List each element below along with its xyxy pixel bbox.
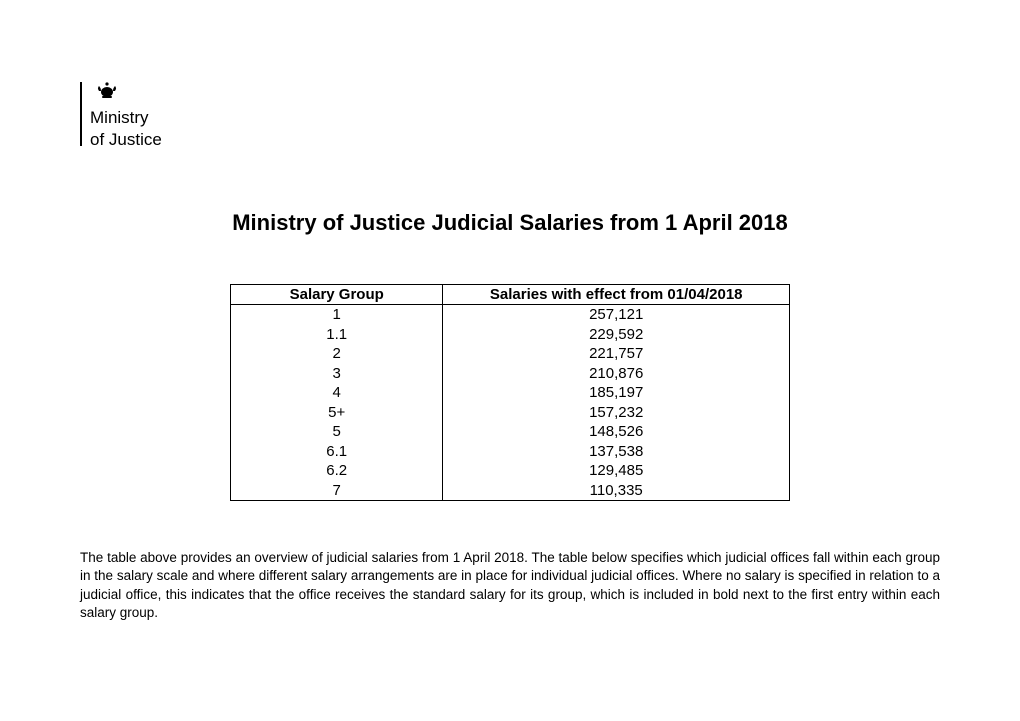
ministry-logo: Ministry of Justice bbox=[80, 80, 940, 150]
column-header-group: Salary Group bbox=[231, 284, 443, 305]
logo-divider bbox=[80, 82, 82, 146]
logo-line2: of Justice bbox=[90, 129, 162, 150]
royal-crest-icon bbox=[94, 80, 162, 105]
column-header-salary: Salaries with effect from 01/04/2018 bbox=[443, 284, 790, 305]
cell-salary-amount: 221,757 bbox=[443, 344, 790, 364]
table-row: 7110,335 bbox=[231, 481, 790, 501]
cell-salary-amount: 148,526 bbox=[443, 422, 790, 442]
cell-salary-amount: 129,485 bbox=[443, 461, 790, 481]
table-row: 5+157,232 bbox=[231, 403, 790, 423]
table-row: 6.1137,538 bbox=[231, 442, 790, 462]
table-row: 3210,876 bbox=[231, 364, 790, 384]
cell-salary-amount: 210,876 bbox=[443, 364, 790, 384]
cell-salary-group: 6.1 bbox=[231, 442, 443, 462]
table-body: 1257,1211.1229,5922221,7573210,8764185,1… bbox=[231, 305, 790, 501]
cell-salary-amount: 257,121 bbox=[443, 305, 790, 325]
cell-salary-amount: 110,335 bbox=[443, 481, 790, 501]
logo-text-block: Ministry of Justice bbox=[90, 80, 162, 150]
explanatory-note: The table above provides an overview of … bbox=[80, 549, 940, 622]
table-row: 5148,526 bbox=[231, 422, 790, 442]
table-row: 1257,121 bbox=[231, 305, 790, 325]
cell-salary-group: 7 bbox=[231, 481, 443, 501]
cell-salary-group: 1.1 bbox=[231, 325, 443, 345]
cell-salary-group: 3 bbox=[231, 364, 443, 384]
table-row: 1.1229,592 bbox=[231, 325, 790, 345]
document-page: Ministry of Justice Ministry of Justice … bbox=[0, 0, 1020, 622]
cell-salary-group: 2 bbox=[231, 344, 443, 364]
table-header-row: Salary Group Salaries with effect from 0… bbox=[231, 284, 790, 305]
salary-table: Salary Group Salaries with effect from 0… bbox=[230, 284, 790, 502]
cell-salary-amount: 229,592 bbox=[443, 325, 790, 345]
cell-salary-group: 5+ bbox=[231, 403, 443, 423]
page-title: Ministry of Justice Judicial Salaries fr… bbox=[80, 210, 940, 236]
table-row: 6.2129,485 bbox=[231, 461, 790, 481]
cell-salary-amount: 157,232 bbox=[443, 403, 790, 423]
table-row: 2221,757 bbox=[231, 344, 790, 364]
logo-line1: Ministry bbox=[90, 107, 162, 128]
cell-salary-group: 5 bbox=[231, 422, 443, 442]
cell-salary-amount: 137,538 bbox=[443, 442, 790, 462]
cell-salary-group: 4 bbox=[231, 383, 443, 403]
cell-salary-group: 1 bbox=[231, 305, 443, 325]
cell-salary-group: 6.2 bbox=[231, 461, 443, 481]
cell-salary-amount: 185,197 bbox=[443, 383, 790, 403]
table-row: 4185,197 bbox=[231, 383, 790, 403]
